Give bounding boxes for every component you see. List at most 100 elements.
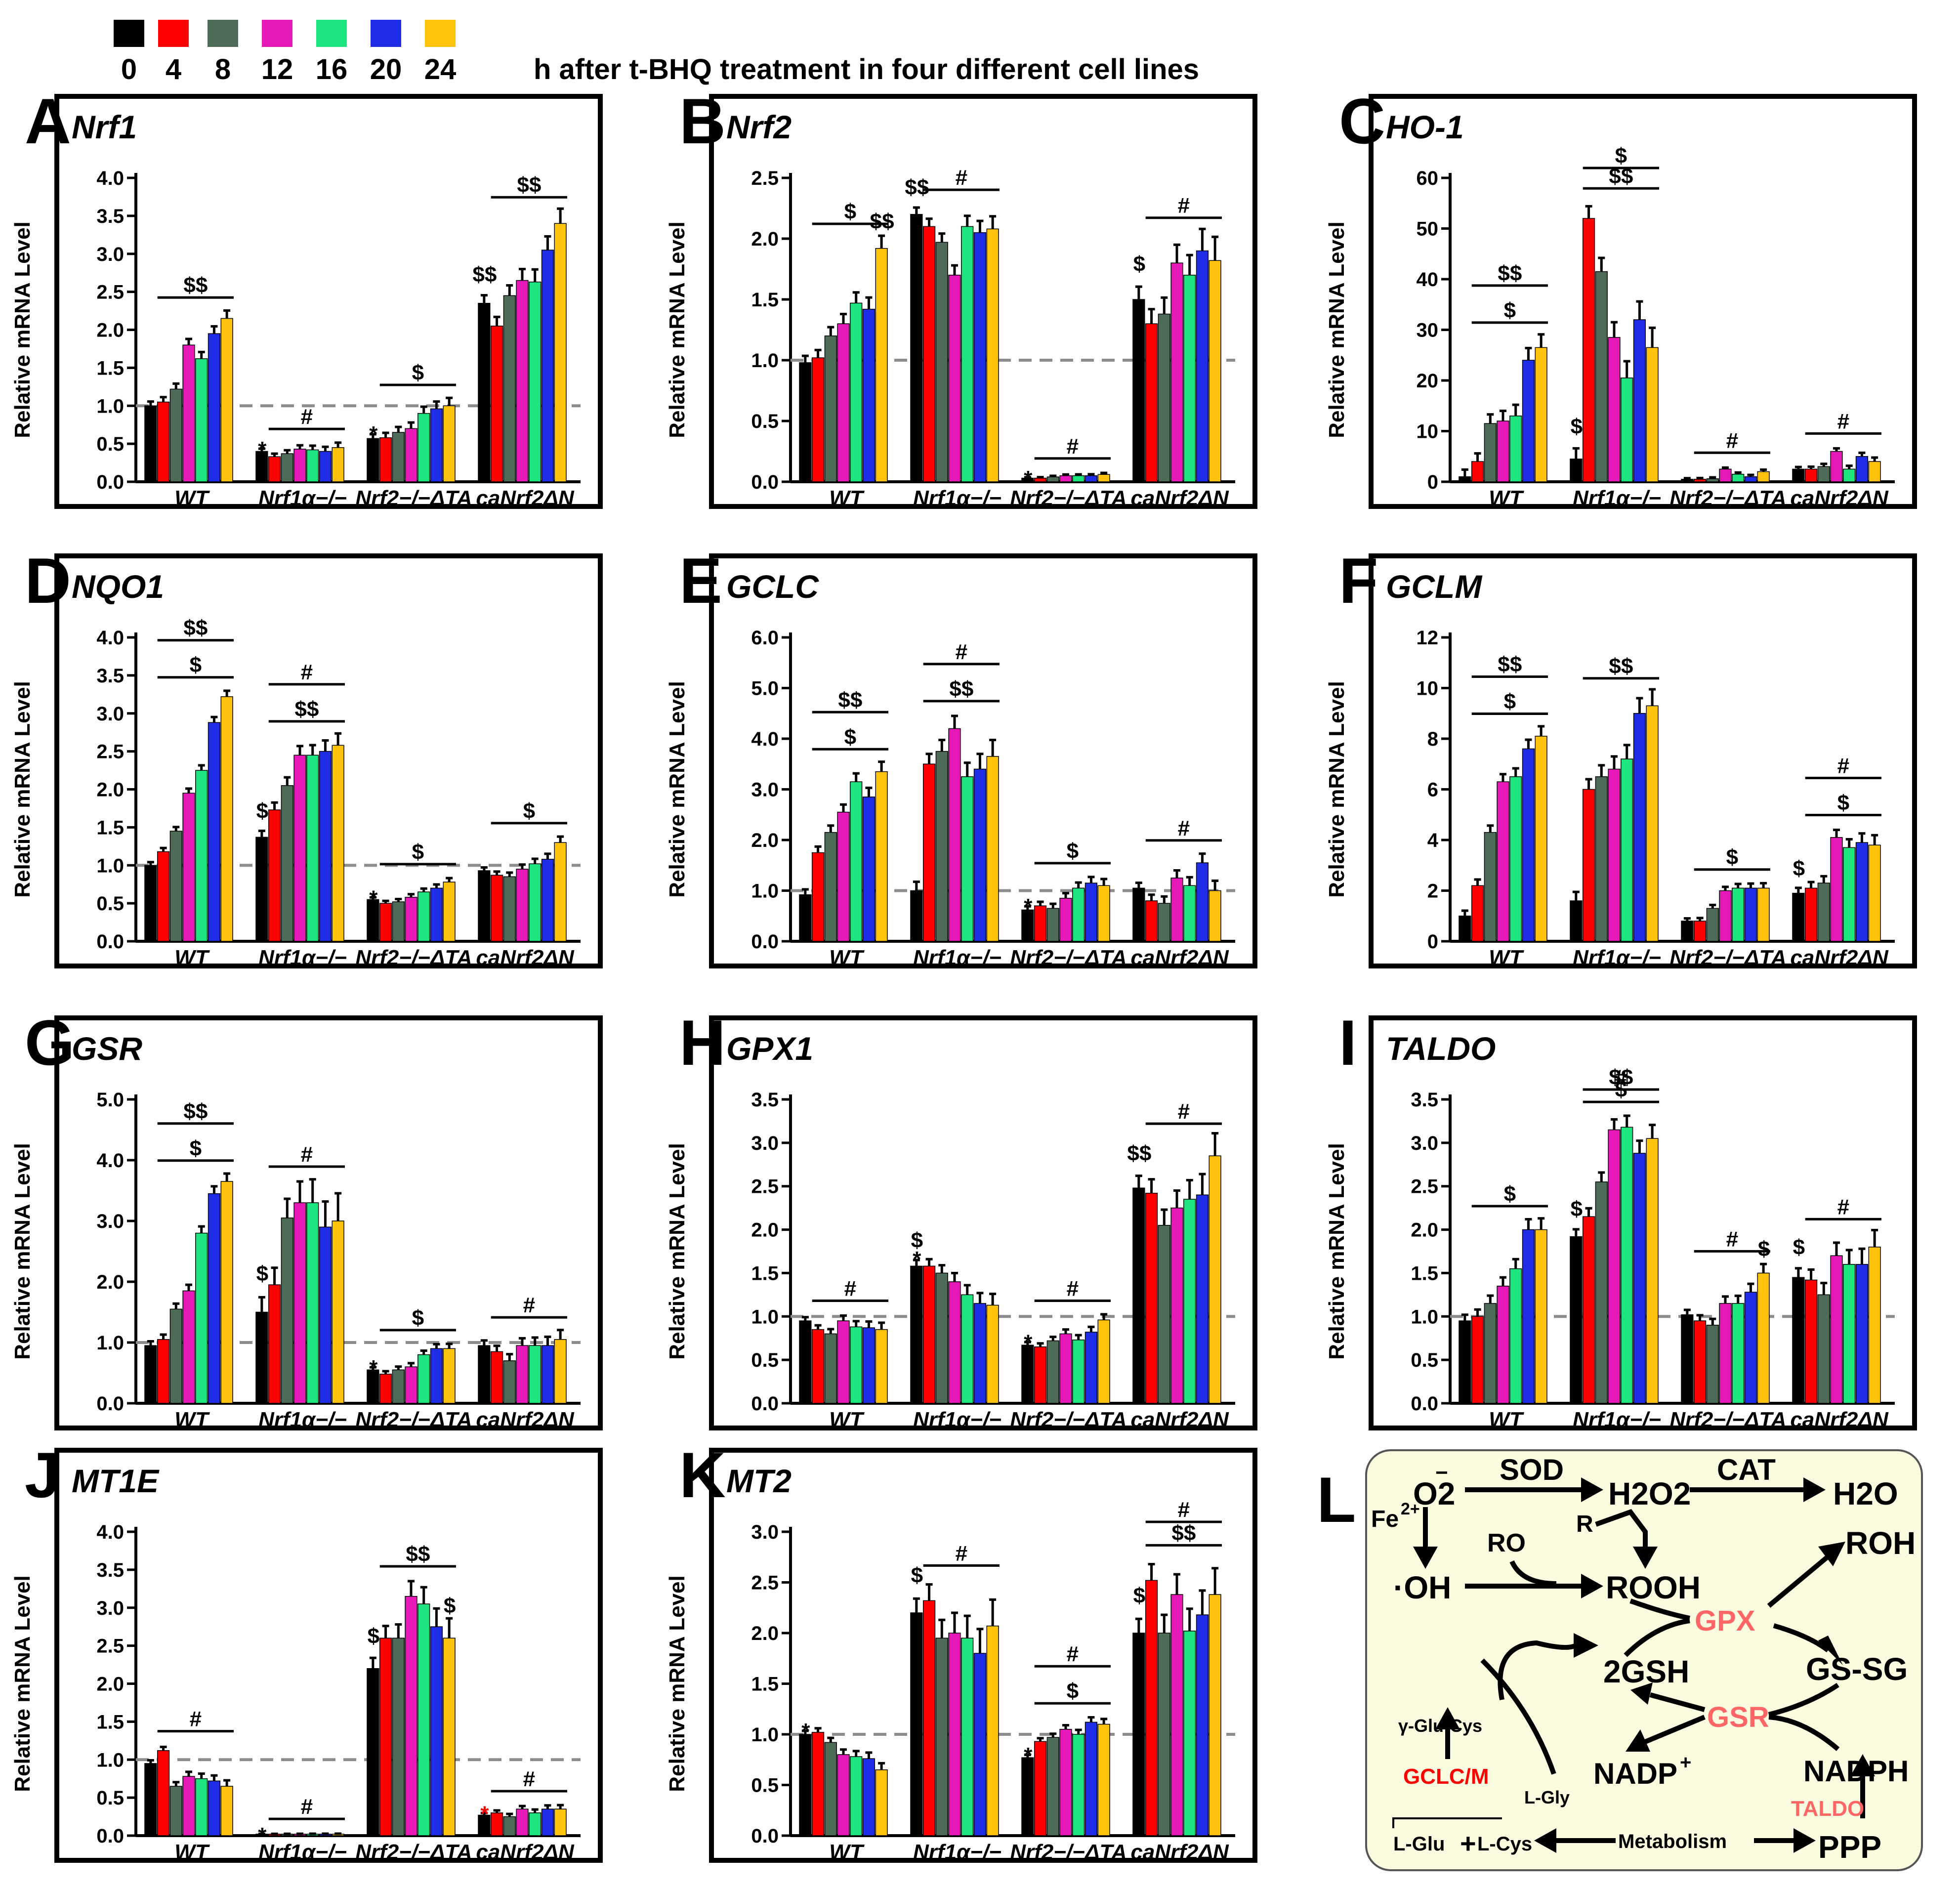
bar-24h xyxy=(1209,260,1221,482)
panel-letter: B xyxy=(679,85,726,157)
significance-label: # xyxy=(1837,1195,1849,1219)
bar-12h xyxy=(948,728,961,942)
bar-12h xyxy=(1059,1333,1072,1404)
bar-16h xyxy=(306,449,319,482)
significance-star: * xyxy=(258,1823,267,1847)
y-axis-label: Relative mRNA Level xyxy=(1325,221,1349,438)
bar-24h xyxy=(220,1181,233,1404)
label-nadp: NADP xyxy=(1593,1757,1677,1790)
bar-group xyxy=(478,1329,567,1404)
legend-swatches xyxy=(114,20,456,47)
bar-0h xyxy=(1021,1757,1034,1836)
y-tick-label: 1.0 xyxy=(751,1306,779,1328)
bar-0h xyxy=(799,1734,812,1836)
x-category-label: WT xyxy=(174,486,210,510)
y-tick-label: 2.5 xyxy=(96,282,124,303)
bar-4h xyxy=(811,852,825,942)
bar-0h xyxy=(1792,892,1805,942)
significance-label: # xyxy=(301,660,313,684)
significance-label: $ xyxy=(911,1228,923,1253)
label-plus: + xyxy=(1460,1828,1476,1859)
bar-16h xyxy=(529,1345,542,1404)
bar-12h xyxy=(1170,878,1183,942)
significance-star: * xyxy=(1024,1330,1033,1354)
y-tick-label: 0.5 xyxy=(1411,1349,1438,1371)
x-category-label: Nrf1α−/− xyxy=(913,1408,1001,1432)
bar-4h xyxy=(1034,905,1047,942)
y-tick-label: 1.0 xyxy=(96,1332,124,1354)
label-cat: CAT xyxy=(1717,1453,1776,1486)
y-tick-label: 1.0 xyxy=(1411,1306,1438,1328)
bar-4h xyxy=(1471,885,1484,942)
y-axis-label: Relative mRNA Level xyxy=(10,221,35,438)
y-tick-label: 12 xyxy=(1417,627,1439,649)
significance-label: $ xyxy=(1837,791,1849,815)
x-category-label: Nrf1α−/− xyxy=(258,1408,347,1432)
significance-label: $$ xyxy=(294,697,319,721)
legend-time-12: 12 xyxy=(261,53,293,85)
y-tick-label: 4 xyxy=(1427,830,1439,851)
bar-0h xyxy=(1570,900,1583,942)
bar-16h xyxy=(1072,1339,1085,1404)
y-tick-label: 2.0 xyxy=(751,228,779,250)
bar-12h xyxy=(948,1281,961,1404)
significance-label: $$ xyxy=(1498,653,1522,677)
bar-8h xyxy=(169,831,182,942)
significance-label: # xyxy=(301,1795,313,1819)
x-category-label: caNrf2ΔN xyxy=(1790,946,1889,970)
bar-24h xyxy=(220,696,233,942)
y-tick-label: 6.0 xyxy=(751,627,779,649)
bar-16h xyxy=(850,302,863,482)
bar-12h xyxy=(182,793,195,942)
bar-8h xyxy=(1158,1225,1170,1404)
x-category-label: caNrf2ΔN xyxy=(1790,486,1889,510)
bar-group xyxy=(1132,227,1221,482)
bar-0h xyxy=(910,214,923,482)
arrow-ppp-nadph-head xyxy=(1850,1754,1875,1776)
x-category-label: Nrf1α−/− xyxy=(258,486,347,510)
significance-label: $$ xyxy=(1609,1065,1633,1090)
legend-swatch-24h xyxy=(425,20,456,47)
significance-label: $ xyxy=(1793,1235,1805,1259)
arrow-cat-head xyxy=(1803,1477,1826,1502)
bar-16h xyxy=(195,358,208,482)
bar-8h xyxy=(935,751,948,942)
y-tick-label: 1.5 xyxy=(96,817,124,839)
y-tick-label: 0.0 xyxy=(751,471,779,493)
bar-8h xyxy=(1046,1340,1059,1404)
label-fe-sup: 2+ xyxy=(1401,1500,1420,1518)
y-tick-label: 2.0 xyxy=(751,1219,779,1241)
label-h2o2: H2O2 xyxy=(1608,1476,1691,1511)
y-tick-label: 0.0 xyxy=(96,1825,124,1847)
label-oh: ·OH xyxy=(1393,1570,1451,1605)
significance-label: $$ xyxy=(1498,261,1522,286)
bar-20h xyxy=(862,308,876,482)
bar-group xyxy=(255,1832,344,1836)
arrow-gsr-nadp xyxy=(1644,1715,1706,1744)
label-lglu: L-Glu xyxy=(1393,1833,1445,1855)
bar-group xyxy=(1132,1563,1221,1836)
x-category-label: WT xyxy=(829,1840,865,1864)
bar-24h xyxy=(1757,1272,1770,1404)
bar-16h xyxy=(1732,1303,1745,1404)
bar-0h xyxy=(255,837,268,942)
significance-label: $ xyxy=(256,799,268,823)
bar-16h xyxy=(1183,885,1196,942)
bar-24h xyxy=(1646,347,1659,482)
bar-4h xyxy=(1693,921,1707,942)
bar-8h xyxy=(392,901,405,942)
bar-0h xyxy=(1132,1633,1145,1836)
y-axis-label: Relative mRNA Level xyxy=(10,1575,35,1792)
bar-24h xyxy=(1097,474,1110,482)
significance-label: # xyxy=(1726,1227,1738,1251)
y-tick-label: 1.5 xyxy=(751,1262,779,1284)
x-category-label: WT xyxy=(829,486,865,510)
bar-8h xyxy=(503,1816,516,1836)
y-tick-label: 40 xyxy=(1417,269,1439,291)
arrow-gsr-gsh-head xyxy=(1630,1682,1653,1705)
bar-4h xyxy=(922,1600,936,1836)
y-tick-label: 4.0 xyxy=(96,1521,124,1543)
legend-time-0: 0 xyxy=(121,53,137,85)
legend-time-20: 20 xyxy=(370,53,402,85)
arrow-gclc-head xyxy=(1435,1707,1460,1729)
